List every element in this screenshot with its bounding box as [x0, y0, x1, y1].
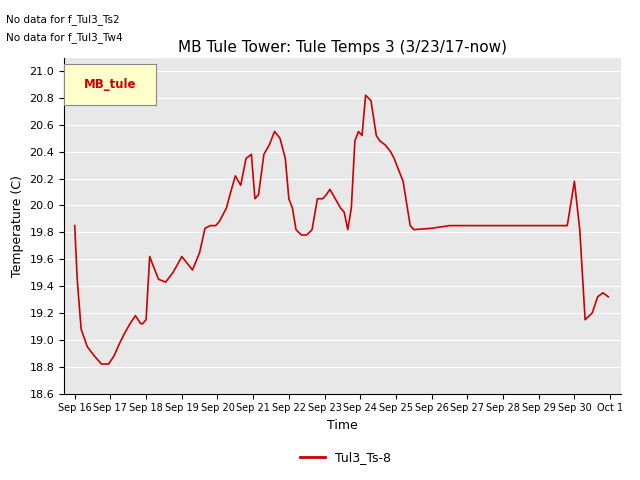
Text: No data for f_Tul3_Tw4: No data for f_Tul3_Tw4	[6, 32, 123, 43]
Y-axis label: Temperature (C): Temperature (C)	[11, 175, 24, 276]
X-axis label: Time: Time	[327, 419, 358, 432]
Title: MB Tule Tower: Tule Temps 3 (3/23/17-now): MB Tule Tower: Tule Temps 3 (3/23/17-now…	[178, 40, 507, 55]
Text: No data for f_Tul3_Ts2: No data for f_Tul3_Ts2	[6, 13, 120, 24]
Legend: Tul3_Ts-8: Tul3_Ts-8	[295, 446, 396, 469]
